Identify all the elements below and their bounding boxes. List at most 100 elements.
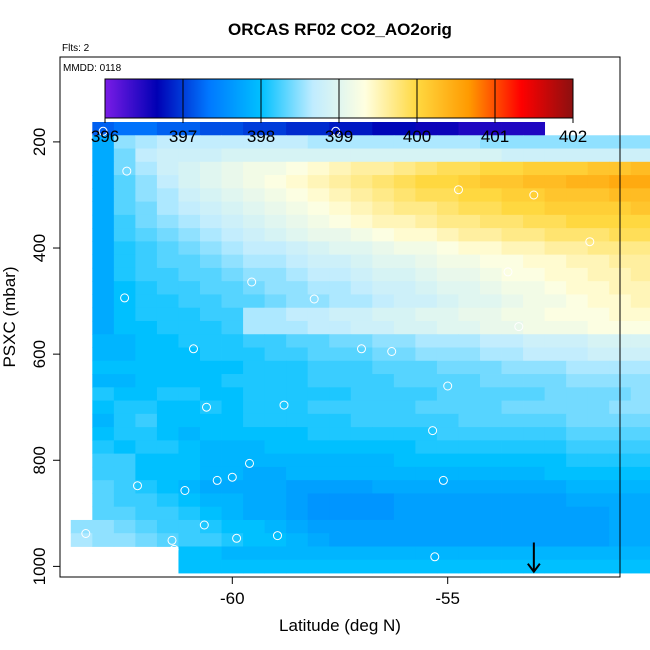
heatmap-cell — [178, 175, 201, 189]
heatmap-cell — [221, 241, 244, 256]
heatmap-cell — [415, 241, 438, 256]
heatmap-cell — [221, 413, 244, 428]
heatmap-cell — [523, 122, 546, 136]
heatmap-cell — [523, 307, 546, 322]
heatmap-cell — [178, 506, 201, 521]
heatmap-cell — [264, 400, 287, 415]
heatmap-cell — [135, 453, 158, 468]
heatmap-cell — [221, 294, 244, 309]
heatmap-cell — [480, 519, 502, 534]
heatmap-cell — [286, 201, 309, 216]
heatmap-cell — [415, 122, 438, 136]
observation-marker — [199, 520, 209, 530]
heatmap-cell — [156, 453, 179, 468]
colorbar-tick-label: 401 — [481, 127, 509, 146]
date-note: MMDD: 0118 — [63, 63, 122, 74]
heatmap-cell — [350, 334, 373, 348]
heatmap-cell — [178, 519, 201, 534]
heatmap-cell — [243, 161, 266, 176]
heatmap-cell — [372, 480, 395, 494]
heatmap-cell — [243, 506, 266, 521]
colorbar-tick-label: 400 — [403, 127, 431, 146]
heatmap-cell — [480, 175, 502, 189]
heatmap-cell — [630, 148, 650, 163]
heatmap-cell — [286, 453, 309, 468]
heatmap-cell — [480, 413, 502, 428]
heatmap-cell — [264, 267, 287, 282]
heatmap-cell — [566, 201, 589, 216]
heatmap-cell — [415, 480, 438, 494]
y-tick-label: 1000 — [30, 547, 49, 585]
heatmap-cell — [393, 241, 416, 256]
heatmap-cell — [135, 267, 158, 282]
heatmap-cell — [307, 281, 330, 295]
heatmap-cell — [200, 148, 222, 163]
heatmap-cell — [587, 413, 610, 428]
heatmap-cell — [221, 546, 244, 561]
heatmap-cell — [501, 480, 524, 494]
heatmap-cell — [415, 148, 438, 163]
heatmap-cell — [135, 360, 158, 375]
heatmap-cell — [113, 334, 136, 348]
heatmap-cell — [587, 519, 610, 534]
heatmap-cell — [243, 294, 266, 309]
heatmap-cell — [221, 334, 244, 348]
heatmap-cell — [566, 254, 589, 269]
heatmap-cell — [92, 254, 115, 269]
heatmap-cell — [221, 400, 244, 415]
heatmap-cell — [544, 201, 567, 216]
heatmap-cell — [436, 122, 459, 136]
heatmap-cell — [92, 294, 115, 309]
heatmap-cell — [135, 214, 158, 229]
heatmap-cell — [113, 427, 136, 441]
heatmap-cell — [243, 493, 266, 508]
heatmap-cell — [307, 506, 330, 521]
observation-marker — [98, 126, 108, 136]
heatmap-cell — [436, 559, 459, 574]
heatmap-cell — [630, 480, 650, 494]
heatmap-cell — [135, 413, 158, 428]
heatmap-cell — [307, 453, 330, 468]
heatmap-cell — [329, 122, 352, 136]
heatmap-cell — [178, 281, 201, 295]
heatmap-cell — [135, 201, 158, 216]
heatmap-cell — [221, 347, 244, 362]
heatmap-cell — [566, 135, 589, 149]
heatmap-cell — [566, 506, 589, 521]
heatmap-cell — [92, 175, 115, 189]
heatmap-cell — [372, 400, 395, 415]
heatmap-cell — [458, 294, 481, 309]
heatmap-cell — [436, 466, 459, 481]
heatmap-cell — [458, 440, 481, 455]
heatmap-cell — [587, 307, 610, 322]
heatmap-cell — [243, 334, 266, 348]
heatmap-cell — [350, 122, 373, 136]
heatmap-cell — [415, 400, 438, 415]
heatmap-cell — [307, 228, 330, 242]
heatmap-cell — [480, 360, 502, 375]
heatmap-cell — [480, 148, 502, 163]
heatmap-cell — [113, 254, 136, 269]
heatmap-cell — [350, 493, 373, 508]
heatmap-cell — [501, 228, 524, 242]
heatmap-cell — [523, 493, 546, 508]
heatmap-cell — [393, 201, 416, 216]
observation-marker — [120, 293, 130, 303]
heatmap-cell — [458, 175, 481, 189]
heatmap-cell — [587, 387, 610, 401]
heatmap-cell — [393, 161, 416, 176]
heatmap-cell — [523, 413, 546, 428]
heatmap-cell — [480, 400, 502, 415]
heatmap-cell — [372, 559, 395, 574]
y-tick-label: 800 — [30, 446, 49, 474]
heatmap-cell — [415, 334, 438, 348]
heatmap-cell — [372, 201, 395, 216]
heatmap-cell — [436, 493, 459, 508]
heatmap-cell — [221, 453, 244, 468]
heatmap-cell — [458, 254, 481, 269]
heatmap-cell — [630, 254, 650, 269]
heatmap-cell — [393, 546, 416, 561]
heatmap-cell — [264, 175, 287, 189]
heatmap-cell — [350, 480, 373, 494]
heatmap-cell — [329, 413, 352, 428]
